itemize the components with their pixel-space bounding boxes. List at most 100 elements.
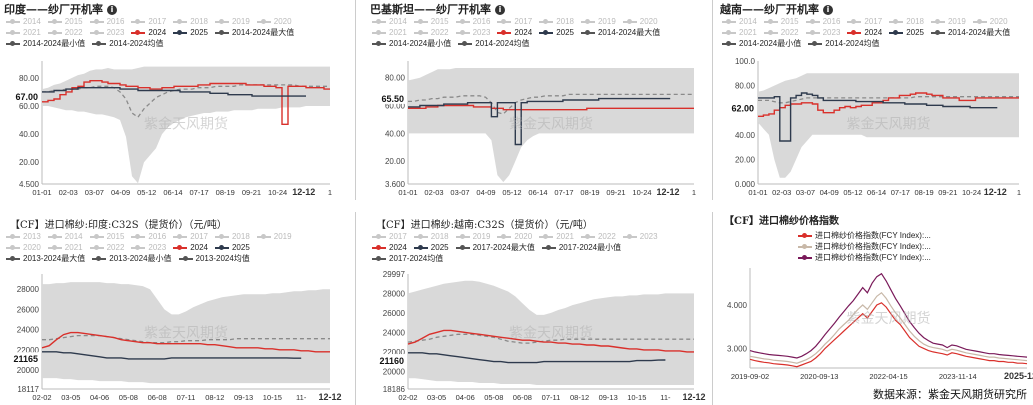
- legend-item[interactable]: 2020: [972, 16, 1008, 27]
- legend-item[interactable]: 进口棉纱价格指数(FCY Index):...: [798, 241, 931, 252]
- legend-item[interactable]: 2017-2024最大值: [455, 242, 535, 253]
- legend-item[interactable]: 2014-2024最大值: [214, 27, 294, 38]
- range-band: [408, 68, 694, 183]
- legend-item[interactable]: 2017: [847, 16, 882, 27]
- legend-item[interactable]: 2014-2024均值: [458, 38, 530, 49]
- x-tick-label: 07-17: [891, 188, 910, 197]
- legend-item[interactable]: 2019: [214, 16, 250, 27]
- legend-item[interactable]: 2013-2024均值: [178, 253, 250, 264]
- legend-item[interactable]: 2024: [173, 242, 208, 253]
- legend-item[interactable]: 2018: [173, 16, 208, 27]
- legend-item[interactable]: 2023: [131, 242, 166, 253]
- info-icon[interactable]: i: [495, 5, 505, 15]
- info-icon[interactable]: i: [107, 5, 117, 15]
- legend-item[interactable]: 2018: [539, 16, 574, 27]
- legend-item[interactable]: 2022: [580, 231, 616, 242]
- legend-item[interactable]: 2022: [47, 27, 83, 38]
- legend-item[interactable]: 2017-2024最小值: [541, 242, 621, 253]
- legend-item[interactable]: 2015: [763, 16, 799, 27]
- legend-item[interactable]: 2017-2024均值: [372, 253, 443, 264]
- legend-item[interactable]: 2020: [622, 16, 658, 27]
- legend-label: 2025: [906, 28, 924, 37]
- legend-item[interactable]: 2014: [47, 231, 83, 242]
- legend-item[interactable]: 2013-2024最小值: [92, 253, 172, 264]
- legend-item[interactable]: 2014-2024最小值: [372, 38, 451, 49]
- legend-item[interactable]: 2018: [413, 231, 449, 242]
- legend-item[interactable]: 2015: [47, 16, 83, 27]
- legend-swatch: [372, 29, 386, 35]
- legend-item[interactable]: 2025: [214, 242, 250, 253]
- legend-item[interactable]: 2017: [497, 16, 532, 27]
- legend-item[interactable]: 2013: [6, 231, 41, 242]
- legend-item[interactable]: 2014-2024均值: [92, 38, 164, 49]
- legend-item[interactable]: 2019: [455, 231, 490, 242]
- watermark: 紫金天风期货: [509, 324, 593, 340]
- legend-item[interactable]: 进口棉纱价格指数(FCY Index):...: [798, 252, 931, 263]
- legend-item[interactable]: 2021: [47, 242, 83, 253]
- legend-item[interactable]: 2020: [6, 242, 41, 253]
- legend-item[interactable]: 2017: [173, 231, 208, 242]
- legend-item[interactable]: 2014-2024均值: [808, 38, 880, 49]
- legend-item[interactable]: 2022: [763, 27, 799, 38]
- legend-item[interactable]: 2024: [372, 242, 407, 253]
- legend-swatch: [722, 40, 736, 46]
- legend-item[interactable]: 2014: [6, 16, 41, 27]
- legend-item[interactable]: 2016: [131, 231, 166, 242]
- legend-item[interactable]: 2025: [539, 27, 574, 38]
- legend-item[interactable]: 2017: [131, 16, 166, 27]
- legend-label: 2024: [148, 28, 167, 37]
- legend-item[interactable]: 2020: [256, 16, 292, 27]
- legend-item[interactable]: 2023: [89, 27, 125, 38]
- legend-item[interactable]: 2016: [89, 16, 125, 27]
- legend-item[interactable]: 2019: [256, 231, 292, 242]
- x-tick-label: 08-19: [580, 188, 599, 197]
- legend-label: 2017: [148, 17, 167, 26]
- legend-item[interactable]: 2024: [847, 27, 882, 38]
- legend-item[interactable]: 2022: [413, 27, 449, 38]
- legend-item[interactable]: 2017: [372, 231, 407, 242]
- legend-item[interactable]: 2019: [930, 16, 966, 27]
- x-tick-label: 09-13: [599, 393, 618, 402]
- legend-item[interactable]: 2018: [889, 16, 924, 27]
- info-icon[interactable]: i: [823, 5, 833, 15]
- legend-label: 2016: [106, 17, 125, 26]
- legend-item[interactable]: 2024: [497, 27, 532, 38]
- x-tick-label: 02-03: [424, 188, 443, 197]
- legend-item[interactable]: 2014-2024最小值: [6, 38, 85, 49]
- legend-swatch: [539, 18, 554, 24]
- legend-item[interactable]: 2025: [413, 242, 449, 253]
- legend-item[interactable]: 2016: [805, 16, 840, 27]
- legend-item[interactable]: 2014-2024最大值: [580, 27, 660, 38]
- legend-item[interactable]: 2016: [455, 16, 490, 27]
- legend-item[interactable]: 2022: [89, 242, 124, 253]
- series-2024: [407, 329, 694, 353]
- legend-item[interactable]: 2024: [131, 27, 166, 38]
- legend-swatch: [455, 18, 470, 24]
- legend-item[interactable]: 2020: [497, 231, 532, 242]
- legend-item[interactable]: 2023: [622, 231, 658, 242]
- legend-item[interactable]: 2018: [214, 231, 250, 242]
- chart-panel-pakistan-operating-rate: 巴基斯坦——纱厂开机率 i 2014 2015 2016 2017 2018 2019 202…: [366, 0, 708, 200]
- legend-item[interactable]: 2021: [6, 27, 41, 38]
- legend-item[interactable]: 2021: [539, 231, 574, 242]
- legend-item[interactable]: 2019: [580, 16, 616, 27]
- legend-item[interactable]: 2013-2024最大值: [6, 253, 85, 264]
- legend-item[interactable]: 2023: [455, 27, 490, 38]
- legend-swatch: [178, 255, 193, 261]
- legend-item[interactable]: 2015: [413, 16, 449, 27]
- legend-item[interactable]: 2025: [173, 27, 208, 38]
- legend-item[interactable]: 2014: [372, 16, 407, 27]
- legend-item[interactable]: 2014: [722, 16, 757, 27]
- legend-item[interactable]: 进口棉纱价格指数(FCY Index):...: [798, 230, 931, 241]
- legend-item[interactable]: 2021: [372, 27, 407, 38]
- legend-item[interactable]: 2014-2024最小值: [722, 38, 801, 49]
- legend-item[interactable]: 2023: [805, 27, 840, 38]
- legend-swatch: [722, 29, 736, 35]
- legend-item[interactable]: 2021: [722, 27, 757, 38]
- y-tick-label: 4.000: [727, 301, 748, 310]
- legend-item[interactable]: 2014-2024最大值: [930, 27, 1010, 38]
- chart-panel-vietnam-operating-rate: 越南——纱厂开机率 i 2014 2015 2016 2017 2018 2019 2020 2…: [716, 0, 1033, 200]
- legend-item[interactable]: 2025: [889, 27, 924, 38]
- legend-label: 2023: [106, 28, 125, 37]
- legend-item[interactable]: 2015: [89, 231, 124, 242]
